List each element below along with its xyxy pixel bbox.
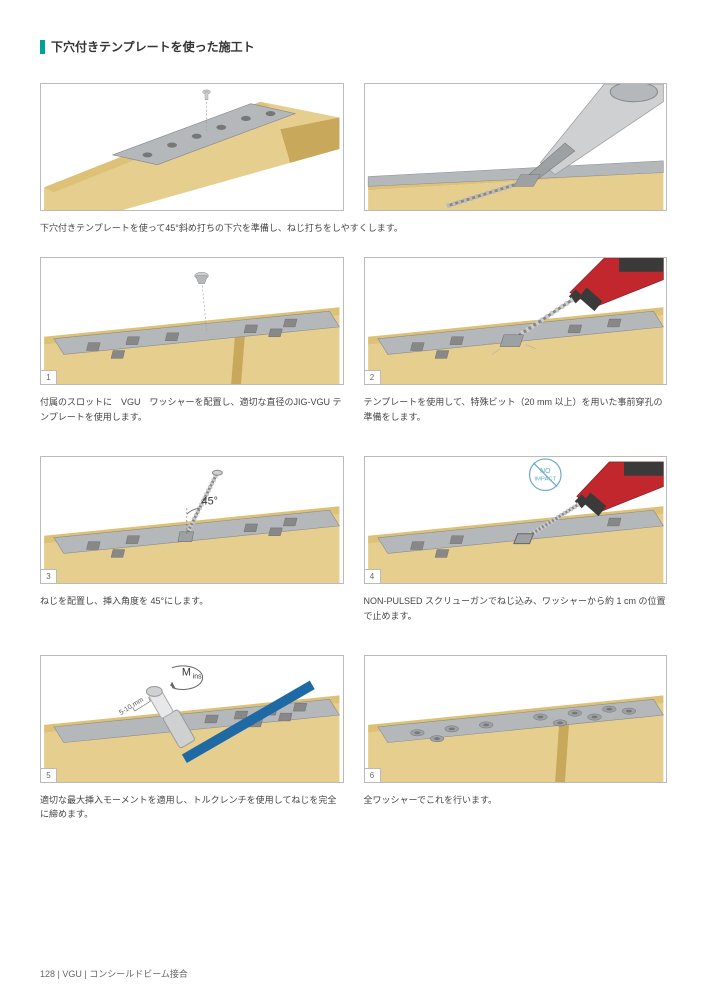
step-number: 2 — [365, 370, 381, 384]
intro-figure-left — [40, 83, 344, 211]
step-3-caption: ねじを配置し、挿入角度を 45°にします。 — [40, 594, 344, 608]
step-number: 6 — [365, 768, 381, 782]
step-number: 1 — [41, 370, 57, 384]
svg-text:ins: ins — [193, 674, 202, 681]
step-4-caption: NON-PULSED スクリューガンでねじ込み、ワッシャーから約 1 cm の位… — [364, 594, 668, 623]
intro-caption: 下穴付きテンプレートを使って45°斜め打ちの下穴を準備し、ねじ打ちをしやすくしま… — [40, 221, 667, 235]
torque-label: M — [182, 667, 191, 679]
no-impact-badge: NO IMPACT — [529, 459, 561, 491]
section-title: 下穴付きテンプレートを使った施工ト — [40, 38, 667, 55]
svg-text:IMPACT: IMPACT — [534, 477, 556, 483]
step-6-figure: 6 — [364, 655, 668, 783]
step-5-caption: 適切な最大挿入モーメントを適用し、トルクレンチを使用してねじを完全に締めます。 — [40, 793, 344, 822]
page-footer: 128 | VGU | コンシールドビーム接合 — [40, 967, 188, 980]
row-steps-5-6: M ins 5-10 mm 5 適切な最大挿入モーメントを適用し、トルクレンチを… — [40, 655, 667, 844]
step-number: 3 — [41, 569, 57, 583]
accent-bar — [40, 40, 45, 54]
intro-figure-right — [364, 83, 668, 211]
svg-text:NO: NO — [540, 468, 551, 475]
row-steps-3-4: 45° 3 ねじを配置し、挿入角度を 45°にします。 — [40, 456, 667, 645]
step-2-figure: 2 — [364, 257, 668, 385]
step-5-figure: M ins 5-10 mm 5 — [40, 655, 344, 783]
intro-row — [40, 83, 667, 211]
row-steps-1-2: 1 付属のスロットに VGU ワッシャーを配置し、適切な直径のJIG-VGU テ… — [40, 257, 667, 446]
step-1-figure: 1 — [40, 257, 344, 385]
step-4-figure: NO IMPACT 4 — [364, 456, 668, 584]
section-title-text: 下穴付きテンプレートを使った施工ト — [51, 38, 255, 55]
step-6-caption: 全ワッシャーでこれを行います。 — [364, 793, 668, 807]
angle-label: 45° — [202, 495, 218, 507]
step-3-figure: 45° 3 — [40, 456, 344, 584]
step-2-caption: テンプレートを使用して、特殊ビット（20 mm 以上）を用いた事前穿孔の準備をし… — [364, 395, 668, 424]
step-number: 4 — [365, 569, 381, 583]
step-number: 5 — [41, 768, 57, 782]
step-1-caption: 付属のスロットに VGU ワッシャーを配置し、適切な直径のJIG-VGU テンプ… — [40, 395, 344, 424]
